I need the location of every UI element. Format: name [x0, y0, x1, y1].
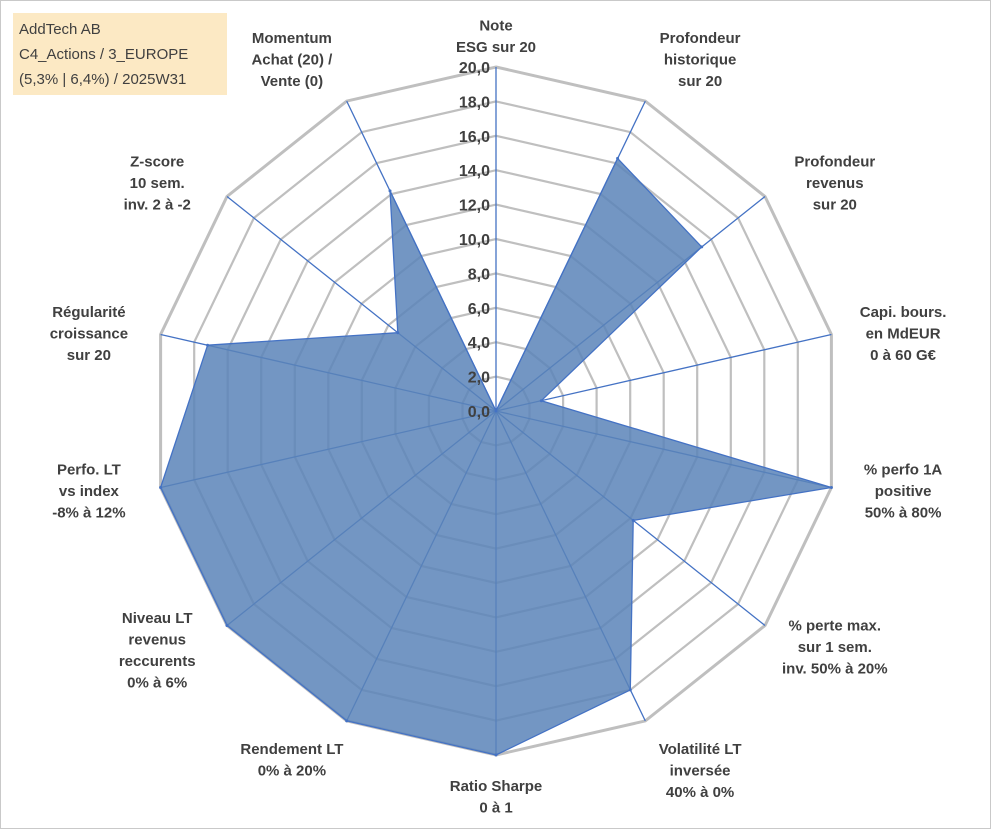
- info-box: AddTech AB C4_Actions / 3_EUROPE (5,3% |…: [13, 13, 227, 95]
- axis-label-line: Profondeur: [794, 154, 875, 171]
- data-point-7: [494, 753, 498, 757]
- axis-label-5: % perte max. sur 1 sem. inv. 50% à 20%: [782, 618, 888, 678]
- axis-label-6: Volatilité LT inversée 40% à 0%: [659, 741, 742, 801]
- axis-label-line: Régularité: [52, 304, 125, 321]
- axis-label-line: historique: [664, 52, 737, 69]
- axis-label-line: ESG sur 20: [456, 39, 536, 56]
- axis-label-line: sur 20: [678, 73, 722, 90]
- axis-label-4: % perfo 1A positive 50% à 80%: [864, 461, 943, 521]
- axis-label-line: vs index: [59, 483, 120, 500]
- axis-label-line: Capi. bours.: [860, 304, 947, 321]
- axis-label-line: % perfo 1A: [864, 461, 943, 478]
- info-period: (5,3% | 6,4%) / 2025W31: [19, 71, 187, 88]
- axis-label-line: Ratio Sharpe: [450, 778, 543, 795]
- tick-label: 10,0: [459, 232, 490, 249]
- axis-label-0: Note ESG sur 20: [456, 18, 536, 57]
- data-point-4: [829, 486, 833, 489]
- tick-label: 6,0: [468, 301, 490, 318]
- axis-label-line: sur 1 sem.: [798, 639, 872, 656]
- axis-label-line: 0% à 20%: [258, 762, 326, 779]
- radar-axis-labels: Note ESG sur 20 Profondeur historique sur 20…: [50, 18, 947, 817]
- axis-label-line: 0% à 6%: [127, 675, 187, 692]
- axis-label-8: Rendement LT 0% à 20%: [240, 741, 343, 780]
- data-point-5: [631, 518, 635, 522]
- axis-label-line: 50% à 80%: [865, 504, 942, 521]
- axis-label-line: reccurents: [119, 653, 196, 670]
- data-point-13: [388, 189, 392, 193]
- axis-label-line: inv. 50% à 20%: [782, 661, 888, 678]
- axis-label-3: Capi. bours. en MdEUR 0 à 60 G€: [860, 304, 947, 364]
- tick-label: 16,0: [459, 129, 490, 146]
- axis-label-line: revenus: [806, 175, 864, 192]
- axis-label-2: Profondeur revenus sur 20: [794, 154, 875, 214]
- info-company: AddTech AB: [19, 21, 101, 38]
- axis-label-1: Profondeur historique sur 20: [660, 30, 741, 90]
- tick-label: 14,0: [459, 163, 490, 180]
- data-point-1: [616, 156, 620, 160]
- axis-label-line: Vente (0): [261, 73, 324, 90]
- tick-label: 8,0: [468, 266, 490, 283]
- tick-label: 0,0: [468, 404, 490, 421]
- axis-label-line: Profondeur: [660, 30, 741, 47]
- axis-label-line: Perfo. LT: [57, 461, 121, 478]
- axis-label-10: Perfo. LT vs index -8% à 12%: [52, 461, 125, 521]
- data-point-6: [628, 688, 632, 692]
- data-point-3: [539, 399, 543, 403]
- axis-label-line: 40% à 0%: [666, 784, 734, 801]
- axis-label-11: Régularité croissance sur 20: [50, 304, 128, 364]
- data-point-2: [700, 245, 704, 249]
- data-point-10: [159, 486, 163, 489]
- data-point-9: [225, 624, 229, 627]
- radar-series: [159, 156, 833, 757]
- axis-label-line: croissance: [50, 325, 128, 342]
- axis-label-7: Ratio Sharpe 0 à 1: [450, 778, 543, 817]
- tick-label: 4,0: [468, 335, 490, 352]
- axis-label-line: Rendement LT: [240, 741, 343, 758]
- axis-label-13: Momentum Achat (20) / Vente (0): [251, 30, 333, 90]
- axis-label-line: % perte max.: [789, 618, 882, 635]
- axis-label-line: 10 sem.: [130, 175, 185, 192]
- axis-label-line: Volatilité LT: [659, 741, 742, 758]
- axis-label-line: Note: [479, 18, 512, 35]
- axis-label-line: 0 à 1: [479, 800, 512, 817]
- axis-label-line: revenus: [128, 632, 186, 649]
- axis-label-line: 0 à 60 G€: [870, 347, 937, 364]
- axis-label-line: inversée: [670, 762, 731, 779]
- axis-label-line: sur 20: [67, 347, 111, 364]
- data-point-11: [206, 343, 210, 347]
- data-point-0: [494, 409, 498, 413]
- axis-label-line: positive: [875, 483, 932, 500]
- tick-label: 18,0: [459, 94, 490, 111]
- info-category: C4_Actions / 3_EUROPE: [19, 46, 189, 63]
- axis-label-line: Momentum: [252, 30, 332, 47]
- axis-label-9: Niveau LT revenus reccurents 0% à 6%: [119, 610, 196, 692]
- tick-label: 20,0: [459, 60, 490, 77]
- axis-label-line: Z-score: [130, 154, 184, 171]
- axis-label-line: -8% à 12%: [52, 504, 125, 521]
- axis-label-line: Niveau LT: [122, 610, 193, 627]
- tick-label: 12,0: [459, 198, 490, 215]
- radar-ticks: 0,0 2,0 4,0 6,0 8,0 10,0 12,0 14,0 16,0 18,0 20,0: [459, 60, 490, 421]
- axis-label-line: inv. 2 à -2: [124, 197, 191, 214]
- tick-label: 2,0: [468, 370, 490, 387]
- axis-label-line: sur 20: [813, 197, 857, 214]
- axis-label-12: Z-score 10 sem. inv. 2 à -2: [124, 154, 191, 214]
- axis-label-line: Achat (20) /: [251, 52, 333, 69]
- axis-label-line: en MdEUR: [866, 325, 941, 342]
- data-point-8: [345, 719, 349, 723]
- axis-spoke-3: [495, 333, 832, 412]
- data-point-12: [396, 331, 400, 335]
